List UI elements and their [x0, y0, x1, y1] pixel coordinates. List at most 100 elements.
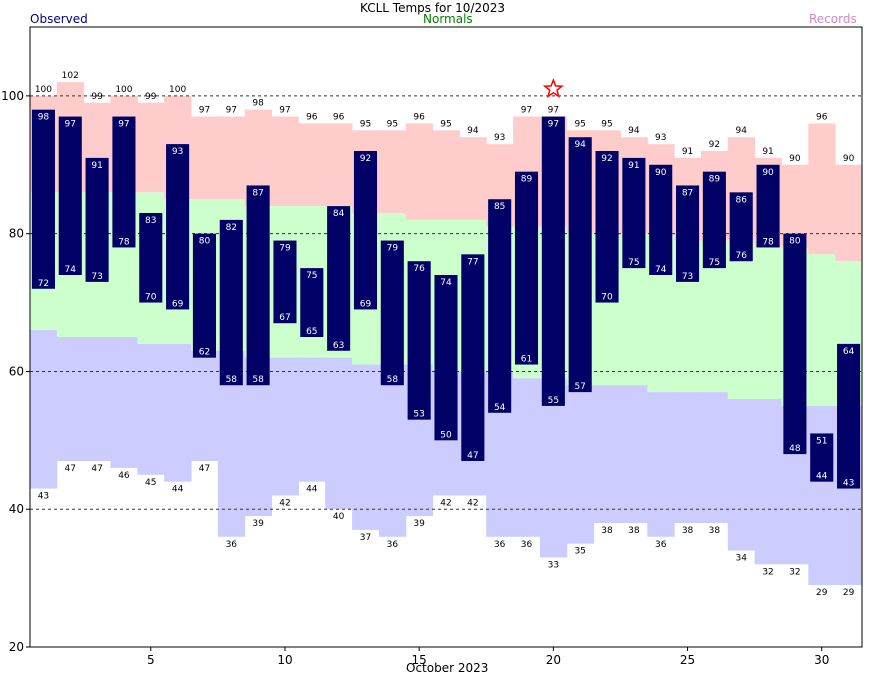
record-low-label: 33 [548, 560, 559, 570]
observed-bar [166, 144, 190, 310]
observed-high-label: 90 [655, 168, 667, 178]
normals-band [754, 247, 782, 399]
record-low-label: 34 [735, 554, 747, 564]
record-high-label: 97 [226, 106, 237, 116]
observed-high-label: 89 [521, 175, 533, 185]
observed-high-label: 76 [413, 264, 425, 274]
observed-bar [568, 137, 592, 393]
observed-low-label: 53 [413, 410, 424, 420]
record-low-label: 36 [494, 540, 506, 550]
observed-high-label: 85 [494, 202, 505, 212]
observed-high-label: 97 [118, 120, 129, 130]
record-high-band [137, 102, 165, 193]
observed-high-label: 97 [65, 120, 76, 130]
record-low-label: 36 [387, 540, 399, 550]
x-tick-label: 10 [277, 653, 292, 667]
x-tick-label: 25 [680, 653, 695, 667]
observed-low-label: 78 [762, 237, 774, 247]
record-high-label: 94 [735, 126, 747, 136]
record-low-band [539, 378, 568, 558]
record-high-label: 94 [467, 126, 479, 136]
record-low-band [271, 357, 299, 496]
record-high-label: 95 [360, 119, 371, 129]
record-low-label: 38 [628, 526, 640, 536]
record-high-label: 91 [682, 147, 693, 157]
record-high-band [378, 130, 407, 213]
observed-bar [810, 433, 834, 482]
record-high-label: 102 [62, 71, 79, 81]
record-low-band [83, 337, 112, 461]
observed-high-label: 91 [628, 161, 639, 171]
observed-high-label: 74 [440, 278, 452, 288]
observed-high-label: 82 [226, 223, 237, 233]
record-high-label: 92 [709, 140, 720, 150]
legend-normals: Normals [423, 12, 473, 26]
observed-bar [327, 206, 351, 351]
record-high-label: 90 [789, 154, 801, 164]
observed-high-label: 79 [387, 244, 399, 254]
observed-low-label: 67 [279, 313, 290, 323]
observed-low-label: 69 [172, 299, 184, 309]
record-low-band [754, 399, 782, 565]
record-high-label: 97 [279, 106, 290, 116]
record-high-band [808, 123, 836, 255]
observed-high-label: 84 [333, 209, 345, 219]
record-low-band [137, 343, 165, 475]
observed-bar [649, 164, 673, 275]
observed-high-label: 51 [816, 436, 827, 446]
record-low-label: 47 [199, 464, 210, 474]
observed-high-label: 92 [601, 154, 612, 164]
observed-bar [756, 164, 780, 248]
record-low-label: 32 [762, 567, 773, 577]
record-low-label: 46 [118, 471, 130, 481]
observed-bar [407, 261, 431, 420]
observed-low-label: 61 [521, 355, 532, 365]
observed-high-label: 64 [843, 347, 855, 357]
observed-bar [112, 116, 136, 248]
observed-low-label: 54 [494, 403, 506, 413]
observed-low-label: 43 [843, 479, 854, 489]
legend-observed: Observed [30, 12, 88, 26]
record-low-band [727, 399, 756, 551]
observed-bar [192, 233, 216, 358]
record-low-band [700, 392, 729, 523]
record-low-label: 37 [360, 533, 371, 543]
observed-bar [595, 151, 619, 303]
observed-high-label: 86 [735, 195, 747, 205]
observed-high-label: 77 [467, 257, 478, 267]
observed-bar [837, 343, 861, 489]
record-high-label: 100 [35, 85, 52, 95]
observed-bar [783, 233, 807, 455]
observed-low-label: 48 [789, 444, 801, 454]
observed-bar [219, 219, 243, 386]
record-high-label: 100 [169, 85, 186, 95]
record-high-band [835, 164, 863, 262]
observed-bar [514, 171, 539, 365]
record-low-label: 42 [440, 498, 451, 508]
record-low-label: 36 [521, 540, 533, 550]
observed-bar [31, 109, 55, 289]
record-low-band [164, 343, 192, 482]
record-low-label: 39 [413, 519, 425, 529]
observed-low-label: 75 [628, 258, 639, 268]
observed-bar [353, 151, 378, 310]
observed-low-label: 70 [145, 293, 157, 303]
record-high-band [298, 123, 326, 207]
observed-low-label: 57 [574, 382, 585, 392]
observed-bar [85, 157, 109, 282]
record-high-label: 91 [762, 147, 773, 157]
record-high-label: 96 [413, 112, 425, 122]
observed-low-label: 69 [360, 299, 372, 309]
record-high-label: 96 [306, 112, 318, 122]
observed-high-label: 80 [199, 237, 211, 247]
x-tick-label: 30 [814, 653, 829, 667]
record-low-band [647, 392, 675, 537]
observed-low-label: 58 [252, 375, 264, 385]
record-low-band [298, 357, 326, 482]
record-low-label: 44 [172, 485, 184, 495]
record-high-label: 93 [655, 133, 666, 143]
observed-low-label: 74 [655, 265, 667, 275]
record-low-label: 38 [682, 526, 694, 536]
observed-low-label: 78 [118, 237, 130, 247]
